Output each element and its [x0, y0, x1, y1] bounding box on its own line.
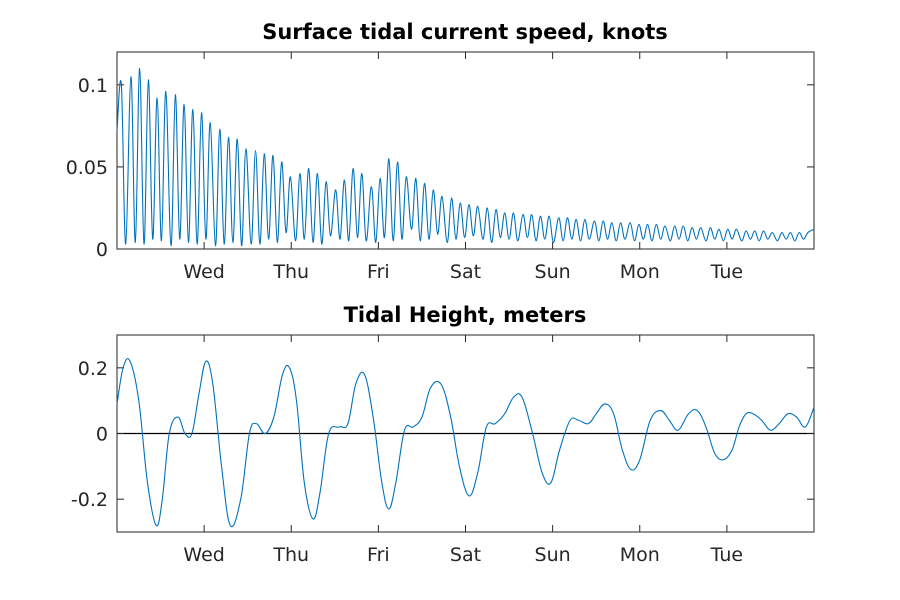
y-tick-label: 0.2: [78, 358, 108, 380]
current-speed-title: Surface tidal current speed, knots: [262, 20, 668, 44]
x-tick-label: Sat: [450, 261, 481, 283]
x-tick-label: Thu: [272, 544, 309, 566]
x-tick-label: Sun: [535, 544, 571, 566]
current-speed-panel: Surface tidal current speed, knots 0 0.05…: [66, 20, 815, 283]
tidal-height-y-axis: -0.2 0 0.2: [71, 358, 814, 511]
tidal-height-panel: Tidal Height, meters -0.2 0 0.2 Wed Thu Fri S…: [71, 303, 815, 566]
y-tick-label: 0.05: [66, 157, 108, 179]
y-tick-label: 0: [96, 239, 108, 261]
y-tick-label: -0.2: [71, 489, 108, 511]
current-speed-x-axis: Wed Thu Fri Sat Sun Mon Tue: [183, 52, 743, 283]
tidal-height-title: Tidal Height, meters: [344, 303, 587, 327]
x-tick-label: Fri: [367, 544, 390, 566]
x-tick-label: Wed: [183, 544, 224, 566]
x-tick-label: Thu: [272, 261, 309, 283]
current-speed-y-axis: 0 0.05 0.1: [66, 75, 814, 261]
tidal-height-x-axis: Wed Thu Fri Sat Sun Mon Tue: [183, 335, 743, 566]
x-tick-label: Fri: [367, 261, 390, 283]
y-tick-label: 0: [96, 424, 108, 446]
x-tick-label: Mon: [620, 544, 660, 566]
tidal-height-series-line: [116, 358, 815, 528]
x-tick-label: Mon: [620, 261, 660, 283]
x-tick-label: Sun: [535, 261, 571, 283]
x-tick-label: Tue: [710, 261, 743, 283]
x-tick-label: Wed: [183, 261, 224, 283]
y-tick-label: 0.1: [78, 75, 108, 97]
current-speed-axes-box: [116, 51, 815, 250]
x-tick-label: Sat: [450, 544, 481, 566]
current-speed-series-line: [116, 67, 815, 247]
x-tick-label: Tue: [710, 544, 743, 566]
